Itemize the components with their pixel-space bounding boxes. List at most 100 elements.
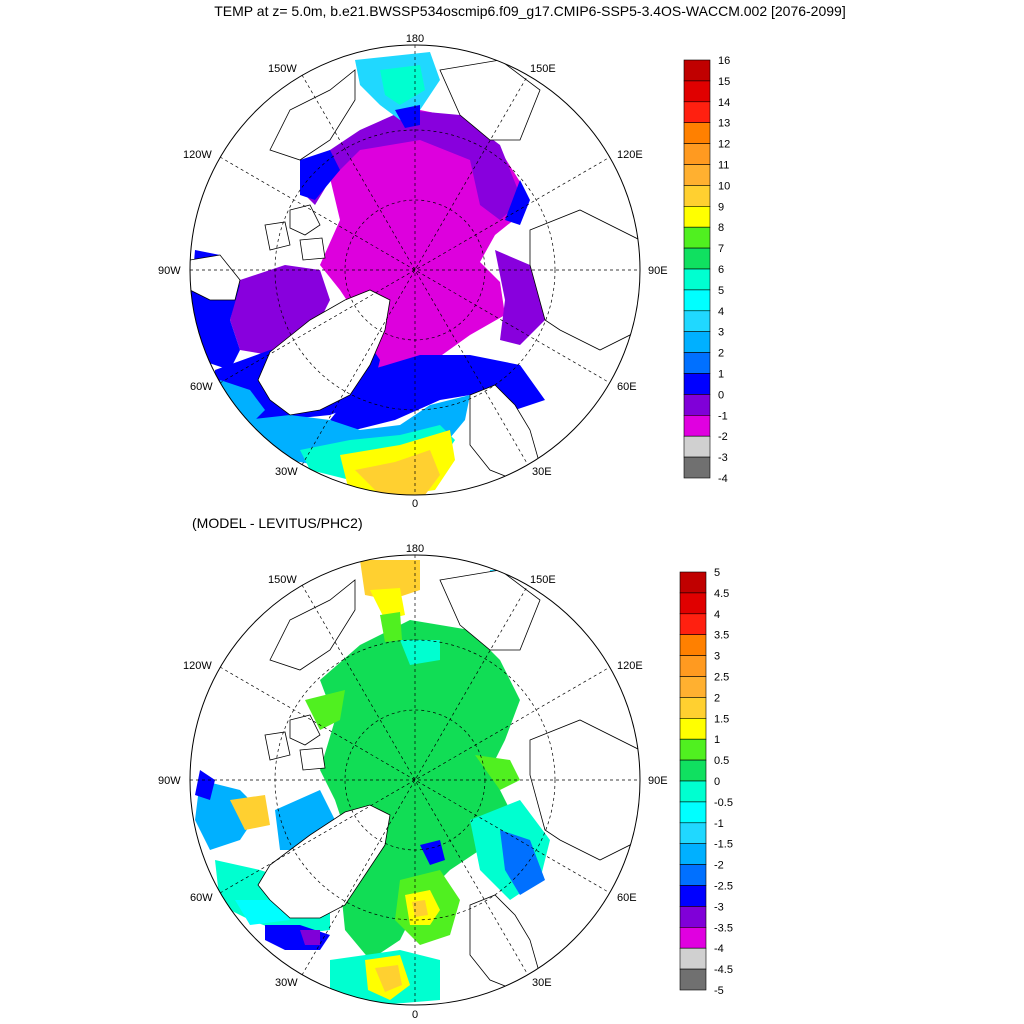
canada-land bbox=[190, 254, 241, 301]
label-90w: 90W bbox=[158, 265, 181, 277]
colorbar-label: -2.5 bbox=[714, 881, 733, 893]
label-30e-2: 30E bbox=[532, 977, 552, 989]
label-90e: 90E bbox=[648, 265, 668, 277]
colorbar-label: 4 bbox=[718, 306, 724, 318]
colorbar-label: -3 bbox=[714, 901, 724, 913]
colorbar-box bbox=[683, 247, 711, 270]
colorbar-label: -4 bbox=[718, 473, 728, 485]
graticule-2 bbox=[190, 555, 640, 1005]
colorbar-label: 4 bbox=[714, 609, 720, 621]
colorbar-label: 3 bbox=[718, 327, 724, 339]
colorbar-box bbox=[679, 801, 707, 824]
colorbar-box bbox=[679, 592, 707, 615]
colorbar-box bbox=[683, 59, 711, 82]
colorbar-label: -1 bbox=[718, 410, 728, 422]
colorbar-box bbox=[679, 822, 707, 844]
label-0: 0 bbox=[412, 498, 418, 510]
colorbar-label: 8 bbox=[718, 222, 724, 234]
colorbar-box bbox=[679, 926, 707, 949]
colorbar-label: 0 bbox=[714, 776, 720, 788]
colorbar-box bbox=[683, 289, 711, 312]
colorbar-label: -0.5 bbox=[714, 797, 733, 809]
colorbar-label: 3 bbox=[714, 651, 720, 663]
colorbar-label: -3 bbox=[718, 452, 728, 464]
colorbar-label: 7 bbox=[718, 243, 724, 255]
label-150e-2: 150E bbox=[530, 574, 556, 586]
map-panel-temperature: 180 0 90W 90E 150W 150E 120W 120E 60W 60… bbox=[158, 33, 668, 510]
colorbar-label: 9 bbox=[718, 201, 724, 213]
label-60w: 60W bbox=[190, 381, 213, 393]
colorbar-box bbox=[683, 373, 711, 395]
label-150w: 150W bbox=[268, 63, 297, 75]
colorbar-label: 1.5 bbox=[714, 713, 729, 725]
colorbar-box bbox=[683, 268, 711, 291]
land-masses bbox=[190, 59, 640, 481]
colorbar-box bbox=[679, 947, 707, 970]
colorbar-box bbox=[683, 331, 711, 353]
colorbar-label: -2 bbox=[714, 860, 724, 872]
label-150w-2: 150W bbox=[268, 574, 297, 586]
label-180: 180 bbox=[406, 33, 424, 45]
label-150e: 150E bbox=[530, 63, 556, 75]
colorbar-box bbox=[679, 885, 707, 907]
colorbar-label: 13 bbox=[718, 118, 730, 130]
label-0-2: 0 bbox=[412, 1009, 418, 1021]
graticule bbox=[190, 45, 640, 495]
colorbar-label: -1.5 bbox=[714, 839, 733, 851]
alaska-land bbox=[269, 69, 356, 161]
colorbar-label: 0 bbox=[718, 389, 724, 401]
label-180-2: 180 bbox=[406, 543, 424, 555]
alaska-land-2 bbox=[269, 579, 356, 671]
colorbar-label: -4 bbox=[714, 943, 724, 955]
colorbar-box bbox=[683, 435, 711, 458]
colorbar-label: 16 bbox=[718, 55, 730, 67]
label-60e: 60E bbox=[617, 381, 637, 393]
colorbar-box bbox=[683, 310, 711, 332]
colorbar-box bbox=[683, 122, 711, 144]
colorbar-label: 11 bbox=[718, 160, 729, 172]
label-30w-2: 30W bbox=[275, 977, 298, 989]
colorbar-box bbox=[679, 759, 707, 782]
colorbar-label: -1 bbox=[714, 818, 724, 830]
colorbar-box bbox=[683, 414, 711, 437]
label-30e: 30E bbox=[532, 466, 552, 478]
colorbar-label: 5 bbox=[718, 285, 724, 297]
label-60w-2: 60W bbox=[190, 892, 213, 904]
colorbar-box bbox=[679, 613, 707, 635]
colorbar-label: 2.5 bbox=[714, 672, 729, 684]
ocean-field-difference bbox=[195, 560, 550, 1005]
map-boundary-2 bbox=[189, 554, 641, 1006]
colorbar-box bbox=[679, 655, 707, 677]
colorbar-box bbox=[683, 185, 711, 207]
greenland-land bbox=[257, 289, 391, 416]
colorbar-box bbox=[679, 780, 707, 803]
colorbar-label: -2 bbox=[718, 431, 728, 443]
colorbar-box bbox=[679, 717, 707, 740]
colorbar-label: 5 bbox=[714, 567, 720, 579]
label-120w-2: 120W bbox=[183, 660, 212, 672]
colorbar-box bbox=[683, 226, 711, 249]
siberia-land bbox=[529, 209, 640, 351]
colorbar-label: 10 bbox=[718, 180, 730, 192]
colorbar-box bbox=[679, 676, 707, 698]
colorbar-box bbox=[683, 206, 711, 228]
colorbar-box bbox=[683, 80, 711, 103]
colorbar-label: 12 bbox=[718, 139, 730, 151]
colorbar-box bbox=[683, 456, 711, 479]
colorbar-label: 3.5 bbox=[714, 630, 729, 642]
colorbar-label: -4.5 bbox=[714, 964, 733, 976]
land-masses-2 bbox=[257, 569, 640, 991]
colorbar-box bbox=[683, 352, 711, 374]
archipelago-islands-2 bbox=[264, 714, 326, 771]
colorbar-label: 15 bbox=[718, 76, 730, 88]
colorbar-box bbox=[679, 634, 707, 656]
colorbar-label: 6 bbox=[718, 264, 724, 276]
label-60e-2: 60E bbox=[617, 892, 637, 904]
map-panel-difference: 180 0 90W 90E 150W 150E 120W 120E 60W 60… bbox=[158, 543, 668, 1021]
colorbar-label: 1 bbox=[714, 734, 720, 746]
colorbar-label: 2 bbox=[714, 692, 720, 704]
label-90e-2: 90E bbox=[648, 775, 668, 787]
greenland-land-2 bbox=[257, 804, 391, 919]
colorbar-box bbox=[679, 968, 707, 991]
